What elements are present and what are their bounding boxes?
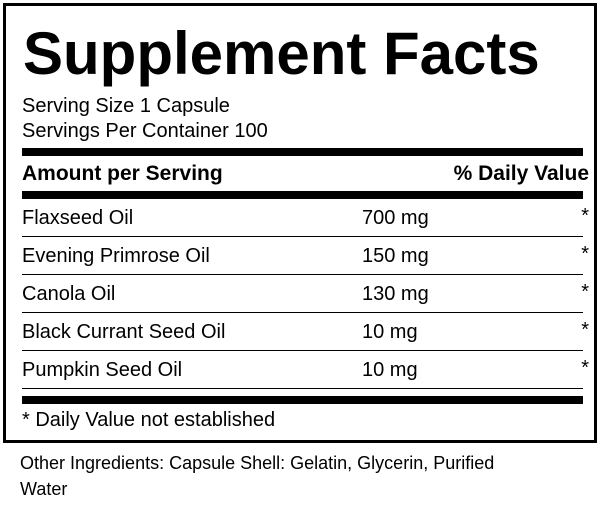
supplement-facts-panel: Supplement Facts Serving Size 1 Capsule … <box>3 3 597 443</box>
header-amount: Amount per Serving <box>22 162 223 185</box>
row-divider <box>22 236 583 237</box>
nutrient-name: Pumpkin Seed Oil <box>22 359 183 381</box>
nutrient-daily-value: * <box>581 205 589 227</box>
nutrient-amount: 150 mg <box>362 245 429 267</box>
row-divider <box>22 274 583 275</box>
serving-size: Serving Size 1 Capsule <box>22 95 230 117</box>
nutrient-daily-value: * <box>581 319 589 341</box>
other-ingredients: Other Ingredients: Capsule Shell: Gelati… <box>20 453 495 473</box>
nutrient-name: Flaxseed Oil <box>22 207 134 229</box>
nutrient-name: Canola Oil <box>22 283 116 305</box>
nutrient-daily-value: * <box>581 243 589 265</box>
row-divider <box>22 350 583 351</box>
divider-thick <box>22 396 583 404</box>
nutrient-amount: 700 mg <box>362 207 429 229</box>
row-divider <box>22 388 583 389</box>
nutrient-name: Evening Primrose Oil <box>22 245 210 267</box>
header-daily-value: % Daily Value <box>453 162 589 185</box>
other-ingredients-continued: Water <box>20 479 68 499</box>
servings-per-container: Servings Per Container 100 <box>22 120 268 142</box>
divider-thick <box>22 148 583 156</box>
nutrient-daily-value: * <box>581 281 589 303</box>
footnote: * Daily Value not established <box>22 409 276 431</box>
nutrient-amount: 10 mg <box>362 359 418 381</box>
divider-thick <box>22 191 583 199</box>
panel-title: Supplement Facts <box>23 20 540 87</box>
nutrient-amount: 130 mg <box>362 283 429 305</box>
nutrient-daily-value: * <box>581 357 589 379</box>
nutrient-name: Black Currant Seed Oil <box>22 321 226 343</box>
row-divider <box>22 312 583 313</box>
nutrient-amount: 10 mg <box>362 321 418 343</box>
